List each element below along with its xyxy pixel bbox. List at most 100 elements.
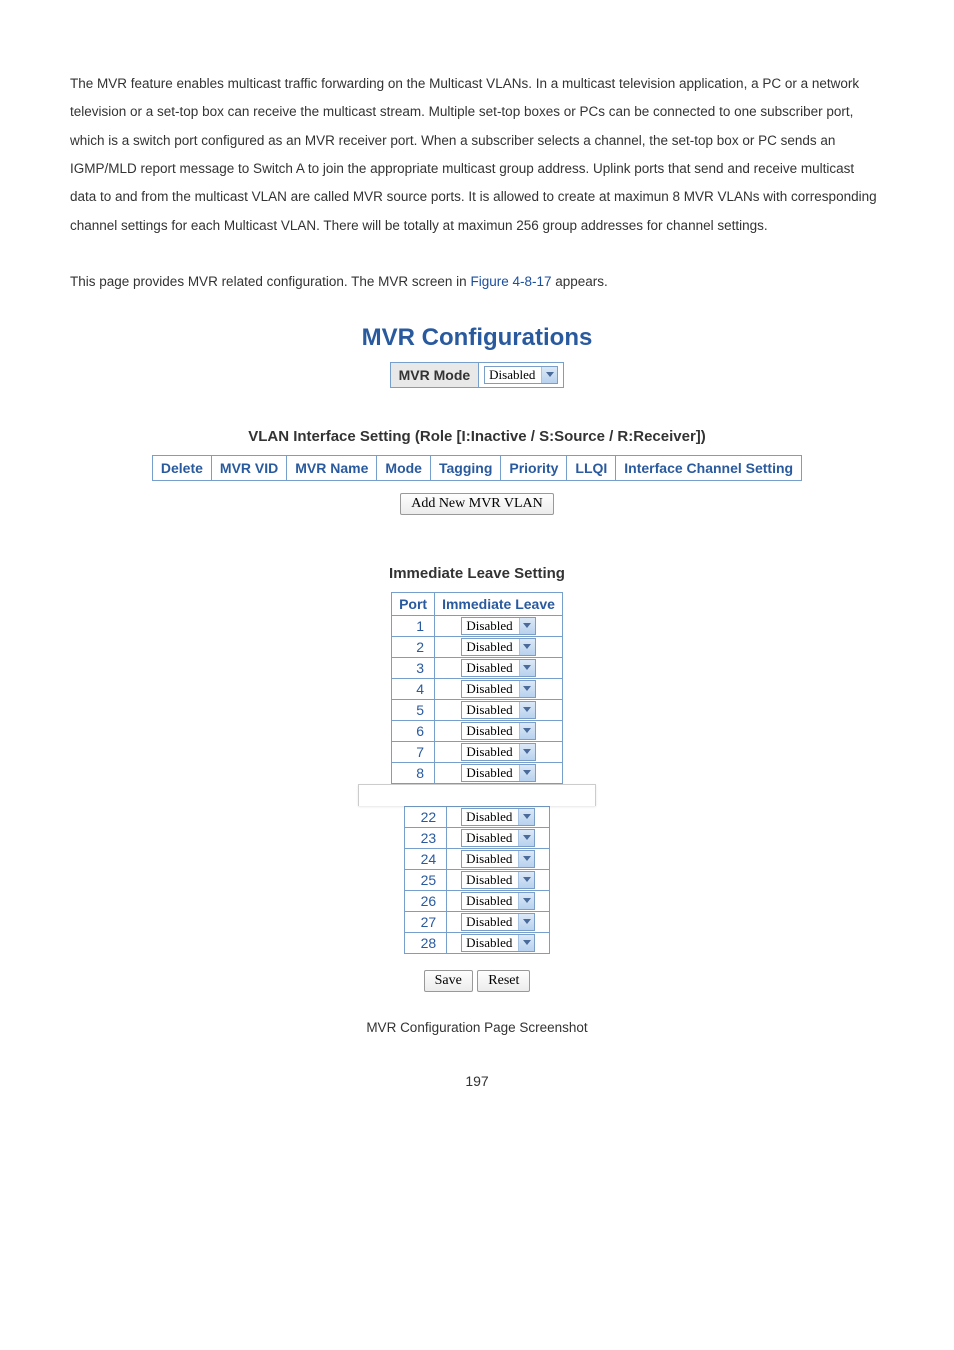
immediate-leave-select[interactable]: Disabled (461, 808, 535, 826)
leave-value-cell: Disabled (447, 849, 550, 870)
leave-value-cell: Disabled (447, 912, 550, 933)
immediate-leave-value: Disabled (462, 744, 518, 760)
add-mvr-vlan-button[interactable]: Add New MVR VLAN (400, 493, 554, 515)
leave-port-cell: 3 (392, 658, 435, 679)
leave-value-cell: Disabled (435, 679, 563, 700)
immediate-leave-select[interactable]: Disabled (461, 680, 535, 698)
immediate-leave-value: Disabled (462, 851, 518, 867)
intro-paragraph: The MVR feature enables multicast traffi… (70, 70, 884, 240)
vlan-col-delete: Delete (152, 456, 211, 481)
leave-section-heading: Immediate Leave Setting (70, 565, 884, 582)
immediate-leave-select[interactable]: Disabled (461, 617, 535, 635)
immediate-leave-value: Disabled (462, 809, 518, 825)
vlan-section-heading: VLAN Interface Setting (Role [I:Inactive… (70, 428, 884, 445)
vlan-col-name: MVR Name (287, 456, 377, 481)
leave-row: 2Disabled (392, 637, 563, 658)
vlan-col-mode: Mode (377, 456, 431, 481)
leave-port-cell: 25 (404, 870, 447, 891)
leave-row: 22Disabled (404, 807, 550, 828)
reset-button[interactable]: Reset (477, 970, 530, 992)
leave-port-cell: 5 (392, 700, 435, 721)
para2-pre: This page provides MVR related configura… (70, 274, 470, 289)
immediate-leave-select[interactable]: Disabled (461, 722, 535, 740)
leave-row: 5 Disabled (392, 700, 563, 721)
leave-row: 3 Disabled (392, 658, 563, 679)
leave-row: 6 Disabled (392, 721, 563, 742)
leave-value-cell: Disabled (447, 828, 550, 849)
para2-post: appears. (552, 274, 608, 289)
immediate-leave-value: Disabled (462, 893, 518, 909)
leave-value-cell: Disabled (447, 870, 550, 891)
figure-link[interactable]: Figure 4-8-17 (470, 274, 551, 289)
immediate-leave-value: Disabled (462, 639, 518, 655)
leave-row: 23Disabled (404, 828, 550, 849)
immediate-leave-select[interactable]: Disabled (461, 871, 535, 889)
chevron-down-icon (518, 830, 534, 846)
mvr-mode-value: Disabled (485, 367, 541, 383)
leave-row: 25 Disabled (404, 870, 550, 891)
chevron-down-icon (519, 639, 535, 655)
leave-value-cell: Disabled (435, 658, 563, 679)
leave-value-cell: Disabled (447, 933, 550, 954)
leave-value-cell: Disabled (447, 807, 550, 828)
leave-value-cell: Disabled (435, 637, 563, 658)
mvr-mode-label: MVR Mode (390, 363, 479, 388)
chevron-down-icon (519, 744, 535, 760)
vlan-col-vid: MVR VID (211, 456, 286, 481)
vlan-col-llqi: LLQI (567, 456, 616, 481)
leave-port-cell: 4 (392, 679, 435, 700)
chevron-down-icon (519, 765, 535, 781)
immediate-leave-select[interactable]: Disabled (461, 829, 535, 847)
chevron-down-icon (518, 872, 534, 888)
figure-caption: MVR Configuration Page Screenshot (70, 1020, 884, 1035)
immediate-leave-select[interactable]: Disabled (461, 764, 535, 782)
immediate-leave-value: Disabled (462, 872, 518, 888)
leave-value-cell: Disabled (435, 721, 563, 742)
chevron-down-icon (519, 660, 535, 676)
immediate-leave-value: Disabled (462, 723, 518, 739)
leave-row: 1 Disabled (392, 616, 563, 637)
immediate-leave-select[interactable]: Disabled (461, 850, 535, 868)
immediate-leave-select[interactable]: Disabled (461, 659, 535, 677)
page-number: 197 (70, 1073, 884, 1089)
immediate-leave-select[interactable]: Disabled (461, 934, 535, 952)
leave-row: 7 Disabled (392, 742, 563, 763)
immediate-leave-select[interactable]: Disabled (461, 913, 535, 931)
chevron-down-icon (518, 893, 534, 909)
chevron-down-icon (519, 681, 535, 697)
immediate-leave-select[interactable]: Disabled (461, 743, 535, 761)
leave-port-cell: 7 (392, 742, 435, 763)
leave-port-cell: 6 (392, 721, 435, 742)
leave-port-cell: 1 (392, 616, 435, 637)
leave-port-cell: 27 (404, 912, 447, 933)
immediate-leave-value: Disabled (462, 702, 518, 718)
chevron-down-icon (519, 618, 535, 634)
vlan-interface-table: Delete MVR VID MVR Name Mode Tagging Pri… (152, 455, 802, 481)
chevron-down-icon (541, 367, 557, 383)
config-title: MVR Configurations (70, 324, 884, 352)
immediate-leave-value: Disabled (462, 914, 518, 930)
immediate-leave-select[interactable]: Disabled (461, 892, 535, 910)
save-button[interactable]: Save (424, 970, 473, 992)
leave-row: 28 Disabled (404, 933, 550, 954)
leave-row: 4 Disabled (392, 679, 563, 700)
immediate-leave-select[interactable]: Disabled (461, 638, 535, 656)
leave-value-cell: Disabled (435, 763, 563, 784)
leave-value-cell: Disabled (435, 742, 563, 763)
leave-port-cell: 24 (404, 849, 447, 870)
leave-port-cell: 28 (404, 933, 447, 954)
leave-value-cell: Disabled (447, 891, 550, 912)
chevron-down-icon (519, 723, 535, 739)
immediate-leave-value: Disabled (462, 681, 518, 697)
immediate-leave-value: Disabled (462, 935, 518, 951)
table-gap-tear (358, 784, 596, 806)
leave-port-cell: 8 (392, 763, 435, 784)
immediate-leave-table-bottom: 22Disabled23Disabled24 Disabled 25 Disabled… (404, 806, 551, 954)
immediate-leave-value: Disabled (462, 830, 518, 846)
leave-value-cell: Disabled (435, 616, 563, 637)
mvr-mode-select[interactable]: Disabled (484, 366, 558, 384)
leave-col-port: Port (392, 593, 435, 616)
immediate-leave-select[interactable]: Disabled (461, 701, 535, 719)
mvr-mode-cell: Disabled (479, 363, 564, 388)
vlan-col-tagging: Tagging (430, 456, 500, 481)
